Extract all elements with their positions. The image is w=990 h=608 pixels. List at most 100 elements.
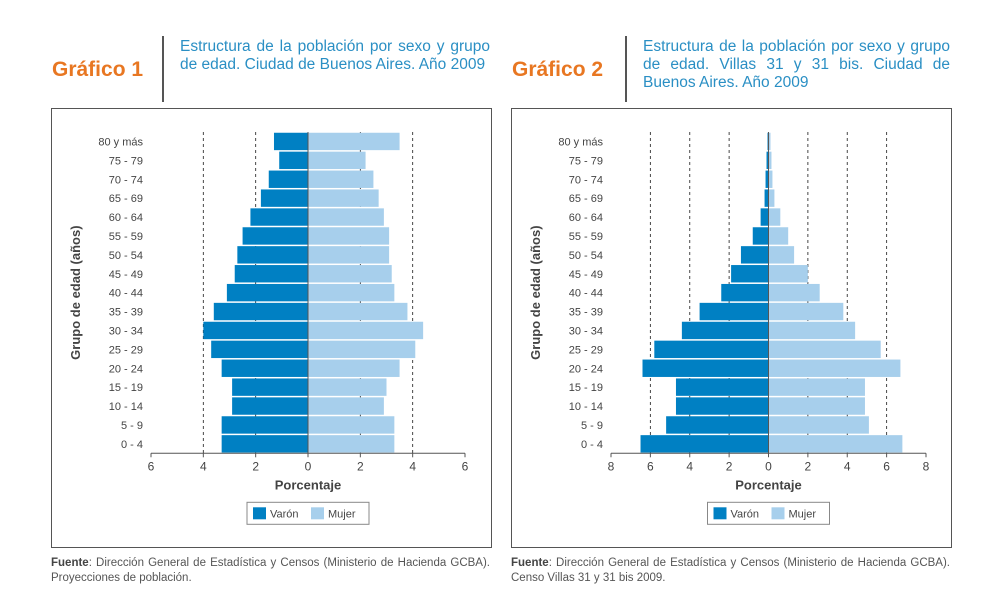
y-tick-label: 35 - 39 [569,307,603,319]
bar-male [765,170,769,188]
bar-female [768,265,808,283]
y-tick-label: 70 - 74 [109,174,143,186]
x-tick-label: 6 [883,459,890,473]
x-tick-label: 2 [805,459,812,473]
y-tick-label: 25 - 29 [569,344,603,356]
y-tick-label: 30 - 34 [109,325,143,337]
bar-male [279,151,308,170]
y-tick-label: 75 - 79 [109,155,143,167]
bar-female [308,208,384,226]
y-tick-label: 10 - 14 [569,401,603,413]
bar-female [308,321,424,340]
bar-male [268,170,308,188]
x-tick-label: 2 [357,459,364,473]
legend-swatch-female [311,507,324,520]
bar-male [752,227,769,245]
source-label: Fuente [511,557,549,569]
legend-box [246,501,370,525]
y-tick-label: 65 - 69 [109,193,143,205]
bar-male [654,340,769,359]
bar-female [768,227,789,245]
y-tick-label: 60 - 64 [569,212,603,224]
x-tick-label: 6 [462,459,469,473]
bar-female [768,189,775,207]
y-tick-label: 40 - 44 [109,288,143,300]
y-tick-label: 20 - 24 [569,363,603,375]
y-tick-label: 40 - 44 [569,288,603,300]
y-tick-label: 35 - 39 [109,307,143,319]
y-tick-label: 70 - 74 [569,174,603,186]
bar-male [675,378,769,396]
bar-female [308,378,387,396]
x-tick-label: 0 [765,459,772,473]
bar-female [308,189,379,207]
bar-female [768,359,901,377]
bar-female [308,416,395,434]
bar-male [226,283,308,302]
bar-female [768,151,772,170]
y-axis-label: Grupo de edad (años) [68,225,83,359]
bar-male [234,265,308,283]
legend-label-male: Varón [270,508,299,520]
y-tick-label: 55 - 59 [109,231,143,243]
bar-male [721,283,769,302]
bar-male [731,265,769,283]
x-tick-label: 6 [647,459,654,473]
bar-male [273,132,308,151]
x-tick-label: 8 [923,459,930,473]
bar-male [242,227,308,245]
bar-male [250,208,308,226]
y-tick-label: 50 - 54 [109,250,143,262]
bar-female [308,283,395,302]
bar-female [308,265,392,283]
source-note-1: Fuente: Dirección General de Estadística… [51,556,490,586]
legend-label-female: Mujer [789,508,817,520]
x-tick-label: 0 [305,459,312,473]
bar-male [237,246,308,264]
bar-female [768,340,881,359]
bar-female [768,246,795,264]
bar-male [699,302,769,321]
bar-male [221,416,308,434]
bar-male [766,151,769,170]
bar-female [308,302,408,321]
bar-male [760,208,769,226]
bar-male [675,397,769,415]
source-note-2: Fuente: Dirección General de Estadística… [511,556,950,586]
figure-1-divider [162,36,164,102]
bar-male [681,321,769,340]
legend-box [707,501,830,525]
legend-swatch-female [771,507,785,520]
bar-female [768,378,865,396]
y-tick-label: 55 - 59 [569,231,603,243]
population-pyramid-chart-2: 80 y más 75 - 79 70 - 74 65 - 69 60 - 64 55 -… [528,132,930,525]
y-tick-label: 15 - 19 [569,382,603,394]
bar-male [211,340,308,359]
bar-female [768,435,903,453]
source-text: : Dirección General de Estadística y Cen… [51,557,490,584]
y-tick-label: 5 - 9 [121,420,143,432]
x-tick-label: 6 [148,459,155,473]
y-tick-label: 65 - 69 [569,193,603,205]
bar-female [768,416,869,434]
bar-male [740,246,769,264]
y-tick-label: 25 - 29 [109,344,143,356]
y-tick-label: 15 - 19 [109,382,143,394]
population-pyramid-chart-1: 80 y más 75 - 79 70 - 74 65 - 69 60 - 64 55 -… [68,132,469,525]
bar-female [768,302,844,321]
x-tick-label: 4 [686,459,693,473]
bar-female [308,227,390,245]
bar-male [213,302,308,321]
source-text: : Dirección General de Estadística y Cen… [511,557,950,584]
legend-swatch-male [253,507,266,520]
x-axis-label: Porcentaje [275,477,341,492]
bar-female [768,208,781,226]
bar-female [308,132,400,151]
bar-male [232,397,308,415]
figure-1-title: Estructura de la población por sexo y gr… [180,38,490,73]
x-tick-label: 4 [409,459,416,473]
chart-panel-1: 80 y más 75 - 79 70 - 74 65 - 69 60 - 64 55 -… [51,108,492,548]
bar-female [308,340,416,359]
bar-female [308,359,400,377]
bar-male [642,359,769,377]
